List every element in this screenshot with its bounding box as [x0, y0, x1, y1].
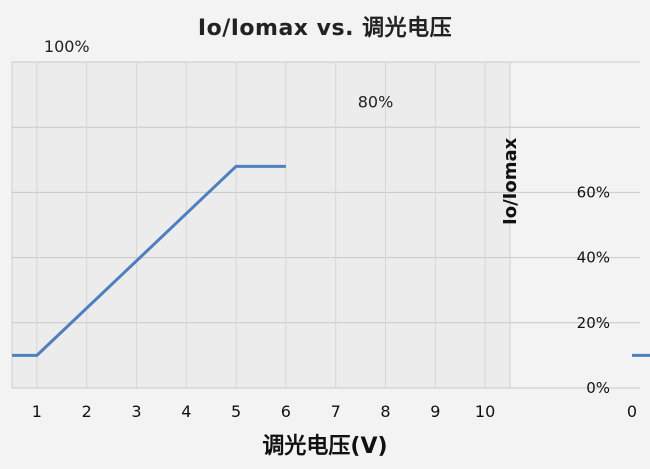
right-axis-tick-label: 0 — [627, 402, 637, 421]
data-label: 80% — [358, 93, 394, 112]
y-tick-label: 20% — [577, 314, 610, 332]
plot-background — [11, 61, 511, 389]
x-tick-label: 6 — [281, 402, 291, 421]
x-tick-label: 4 — [181, 402, 191, 421]
x-tick-label: 3 — [131, 402, 141, 421]
x-tick-label: 9 — [430, 402, 440, 421]
data-label: 100% — [44, 37, 90, 56]
y-axis-title: Io/Iomax — [500, 137, 521, 225]
x-tick-label: 10 — [475, 402, 495, 421]
x-tick-label: 1 — [32, 402, 42, 421]
x-tick-label: 7 — [331, 402, 341, 421]
y-tick-label: 0% — [586, 379, 610, 397]
chart-title: Io/Iomax vs. 调光电压 — [197, 16, 453, 41]
x-tick-label: 2 — [82, 402, 92, 421]
x-tick-label: 5 — [231, 402, 241, 421]
y-tick-label: 60% — [577, 183, 610, 201]
x-axis-title: 调光电压(V) — [262, 434, 388, 459]
x-tick-label: 8 — [380, 402, 390, 421]
y-tick-label: 40% — [577, 249, 610, 267]
